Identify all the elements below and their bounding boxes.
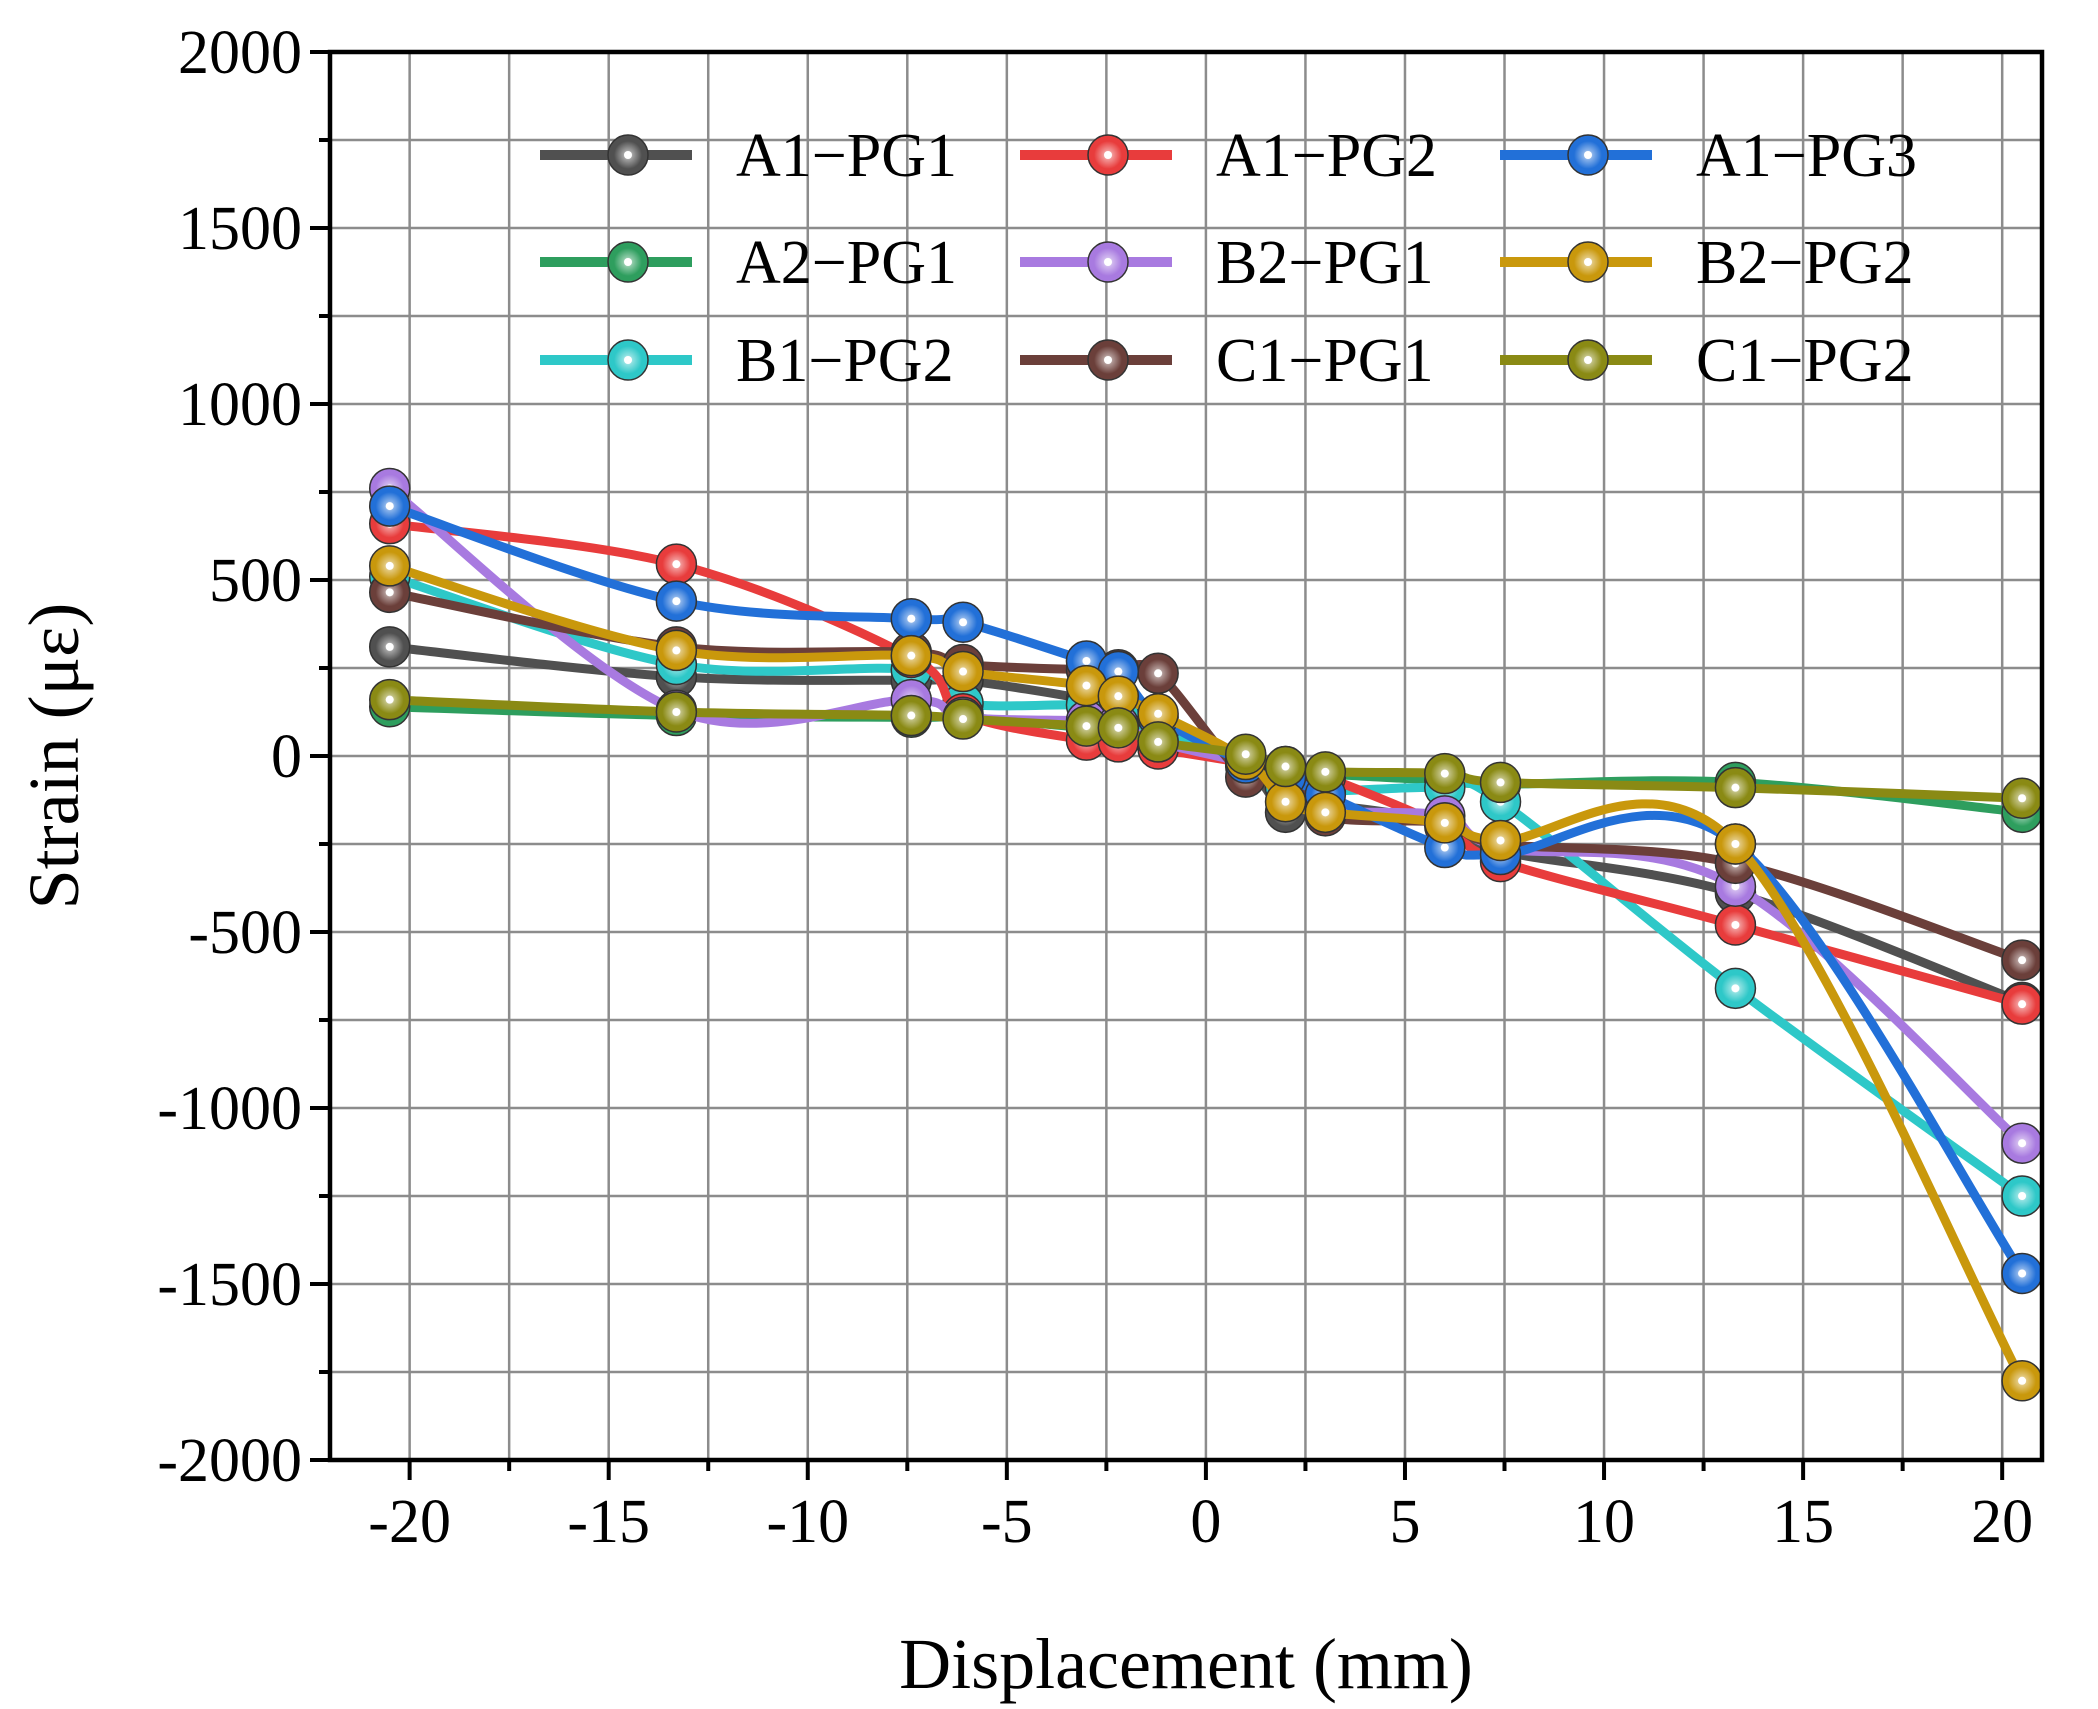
legend-item-a1-pg1: A1−PG1	[540, 122, 957, 190]
y-tick-labels: -2000 -1500 -1000 -500 0 500 1000 1500 2000	[157, 19, 302, 1495]
legend-marker	[607, 241, 649, 283]
data-point	[890, 597, 933, 640]
data-point	[1424, 802, 1466, 844]
x-tick-label: 0	[1190, 1488, 1221, 1556]
data-point	[890, 694, 933, 737]
data-point	[655, 629, 698, 672]
legend-label: B2−PG2	[1696, 229, 1914, 297]
data-point	[2001, 939, 2042, 981]
x-tick-label: -10	[766, 1488, 849, 1556]
y-tick-label: -2000	[157, 1427, 302, 1495]
y-tick-label: 1000	[178, 371, 302, 439]
legend-label: A1−PG2	[1216, 122, 1437, 190]
legend-label: A1−PG1	[736, 122, 957, 190]
legend-marker	[1087, 134, 1129, 176]
x-tick-label: 20	[1971, 1488, 2033, 1556]
x-tick-label: -15	[567, 1488, 650, 1556]
data-point	[1714, 823, 1757, 865]
legend-item-b1-pg2: B1−PG2	[540, 327, 954, 395]
x-tick-label: 10	[1573, 1488, 1635, 1556]
x-tick-label: 15	[1772, 1488, 1834, 1556]
data-point	[1264, 781, 1307, 823]
data-point	[655, 543, 698, 585]
data-point	[942, 650, 984, 693]
legend-item-c1-pg1: C1−PG1	[1020, 327, 1434, 395]
axis-ticks	[310, 50, 2005, 1480]
legend-label: A1−PG3	[1696, 122, 1917, 190]
legend-marker	[1567, 339, 1609, 381]
data-point	[368, 485, 411, 527]
legend-label: A2−PG1	[736, 229, 957, 297]
y-tick-label: 500	[209, 547, 302, 615]
legend-marker	[1567, 134, 1609, 176]
data-point	[2001, 1122, 2042, 1164]
y-tick-label: 2000	[178, 19, 302, 87]
x-tick-label: -20	[368, 1488, 451, 1556]
series-c1-pg2	[368, 678, 2042, 819]
data-point	[655, 580, 698, 622]
x-tick-label: 5	[1389, 1488, 1420, 1556]
legend-label: C1−PG2	[1696, 327, 1914, 395]
data-point	[368, 626, 411, 668]
data-point	[368, 545, 411, 587]
legend-marker	[607, 339, 649, 381]
legend-item-b2-pg2: B2−PG2	[1500, 229, 1914, 297]
y-tick-label: -500	[188, 899, 302, 967]
data-point	[942, 601, 984, 643]
legend-marker	[1087, 241, 1129, 283]
data-point	[368, 678, 411, 721]
y-tick-label: -1000	[157, 1075, 302, 1143]
data-point	[1479, 819, 1522, 862]
data-point	[1304, 791, 1347, 834]
legend-item-a1-pg3: A1−PG3	[1500, 122, 1917, 190]
legend-item-b2-pg1: B2−PG1	[1020, 229, 1434, 297]
data-point	[1714, 967, 1757, 1010]
y-axis-title: Strain (με)	[14, 603, 94, 910]
data-point	[1714, 766, 1757, 809]
data-point	[2001, 777, 2042, 819]
x-tick-labels: -20 -15 -10 -5 0 5 10 15 20	[368, 1488, 2033, 1556]
data-point	[942, 698, 984, 740]
data-point	[1224, 733, 1267, 775]
legend-item-a1-pg2: A1−PG2	[1020, 122, 1437, 190]
data-point	[1304, 751, 1347, 793]
data-point	[2001, 1175, 2042, 1217]
legend-marker	[1087, 339, 1129, 381]
legend: A1−PG1 A2−PG1 B1−PG2 A1−PG2 B2−PG1 C1−PG1 A1−P…	[540, 122, 1917, 395]
data-point	[1714, 904, 1757, 946]
legend-marker	[607, 134, 649, 176]
data-point	[1097, 707, 1140, 749]
legend-marker	[1567, 241, 1609, 283]
data-point	[1097, 675, 1140, 717]
legend-item-a2-pg1: A2−PG1	[540, 229, 957, 297]
data-point	[1264, 745, 1307, 788]
data-point	[890, 634, 933, 677]
data-point	[1137, 721, 1179, 763]
legend-label: C1−PG1	[1216, 327, 1434, 395]
series-line	[385, 695, 2027, 803]
series-group	[368, 467, 2042, 1402]
data-point	[2001, 1252, 2042, 1295]
legend-label: B1−PG2	[736, 327, 954, 395]
x-axis-title: Displacement (mm)	[899, 1624, 1473, 1704]
x-tick-label: -5	[981, 1488, 1033, 1556]
data-point	[2001, 1360, 2042, 1402]
legend-item-c1-pg2: C1−PG2	[1500, 327, 1914, 395]
legend-label: B2−PG1	[1216, 229, 1434, 297]
data-point	[2001, 983, 2042, 1025]
y-tick-label: 1500	[178, 195, 302, 263]
y-tick-label: 0	[271, 723, 302, 791]
data-point	[655, 691, 698, 733]
data-point	[1424, 752, 1466, 795]
y-tick-label: -1500	[157, 1251, 302, 1319]
data-point	[1137, 652, 1179, 695]
data-point	[1479, 761, 1522, 804]
